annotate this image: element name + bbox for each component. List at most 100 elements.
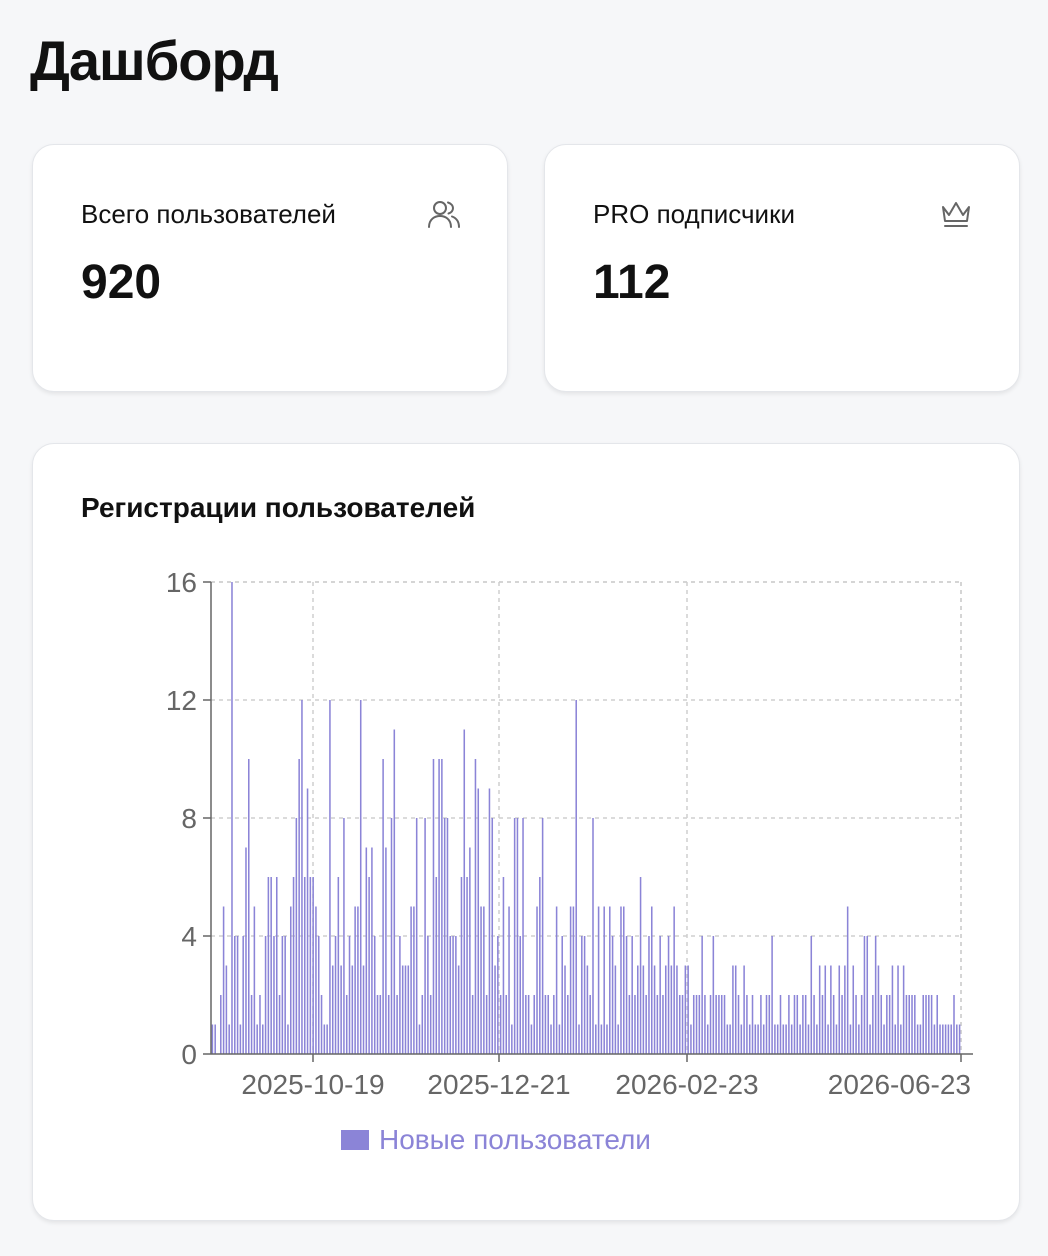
bar <box>413 906 415 1054</box>
bar <box>631 936 633 1054</box>
bar <box>228 1024 230 1054</box>
bar <box>942 1024 944 1054</box>
bar <box>611 936 614 1054</box>
bar <box>401 965 404 1054</box>
bar <box>676 965 678 1054</box>
bar <box>659 936 661 1054</box>
y-tick-label: 12 <box>166 685 197 716</box>
bar <box>818 965 821 1054</box>
bar <box>894 1024 897 1054</box>
bar <box>326 1024 328 1054</box>
bar <box>681 995 684 1054</box>
bar <box>609 906 611 1054</box>
bar <box>365 847 368 1054</box>
bar <box>849 1024 852 1054</box>
bar <box>415 818 418 1054</box>
bar <box>236 936 239 1054</box>
bar <box>220 995 222 1054</box>
bar <box>779 995 782 1054</box>
bar <box>667 936 670 1054</box>
bar <box>718 995 720 1054</box>
bar <box>614 965 617 1054</box>
bar <box>698 995 701 1054</box>
bar <box>463 729 466 1054</box>
bar <box>729 1024 731 1054</box>
bar <box>765 995 768 1054</box>
bar <box>897 965 899 1054</box>
bar <box>914 995 916 1054</box>
bar <box>900 1024 902 1054</box>
bar <box>418 1024 421 1054</box>
bar <box>242 936 244 1054</box>
bar <box>491 818 494 1054</box>
bar <box>743 965 745 1054</box>
chart-legend[interactable]: Новые пользователи <box>341 1124 651 1156</box>
bar <box>234 936 236 1054</box>
bar <box>620 906 622 1054</box>
bar <box>595 1024 597 1054</box>
bar <box>231 582 233 1054</box>
bar <box>692 995 695 1054</box>
bar <box>262 1024 264 1054</box>
bar <box>628 995 631 1054</box>
bar <box>642 965 645 1054</box>
bar <box>567 995 569 1054</box>
bar <box>359 700 362 1054</box>
bar <box>785 1024 787 1054</box>
bar <box>505 995 508 1054</box>
y-tick-label: 4 <box>181 921 197 952</box>
bar <box>446 818 449 1054</box>
bar <box>317 936 320 1054</box>
bar <box>883 1024 885 1054</box>
bar <box>536 906 538 1054</box>
bar <box>771 936 773 1054</box>
bar <box>670 965 673 1054</box>
bar <box>539 877 541 1054</box>
bar <box>709 995 712 1054</box>
bar <box>245 847 247 1054</box>
bar <box>776 1024 779 1054</box>
bar <box>891 965 894 1054</box>
bar <box>452 936 454 1054</box>
bar <box>533 995 535 1054</box>
bar <box>435 877 438 1054</box>
bar <box>309 877 312 1054</box>
bar <box>732 965 734 1054</box>
bar <box>527 995 530 1054</box>
bar <box>578 1024 580 1054</box>
bar <box>390 818 393 1054</box>
bar <box>662 995 664 1054</box>
bar <box>645 995 647 1054</box>
bar <box>919 1024 922 1054</box>
bar <box>553 995 555 1054</box>
bar <box>449 936 452 1054</box>
bar <box>469 847 471 1054</box>
bar <box>561 936 563 1054</box>
bar <box>715 995 717 1054</box>
bar <box>634 995 636 1054</box>
bar <box>737 995 740 1054</box>
bar <box>746 995 748 1054</box>
bar <box>648 936 650 1054</box>
bar <box>723 995 726 1054</box>
bar <box>687 965 689 1054</box>
bar <box>550 1024 552 1054</box>
bar <box>933 1024 936 1054</box>
bar <box>541 818 544 1054</box>
bar <box>788 995 790 1054</box>
bar <box>376 995 379 1054</box>
bar <box>930 995 933 1054</box>
bar <box>832 995 835 1054</box>
pro-subscribers-value: 112 <box>593 256 671 309</box>
bar <box>905 995 908 1054</box>
bar <box>625 936 628 1054</box>
bar <box>267 877 270 1054</box>
bar <box>653 965 656 1054</box>
bar <box>404 965 407 1054</box>
bar <box>804 995 807 1054</box>
x-tick-label: 2026-06-23 <box>828 1069 971 1100</box>
users-icon <box>428 201 460 228</box>
bar <box>939 1024 941 1054</box>
bar <box>751 995 754 1054</box>
bar <box>916 1024 919 1054</box>
